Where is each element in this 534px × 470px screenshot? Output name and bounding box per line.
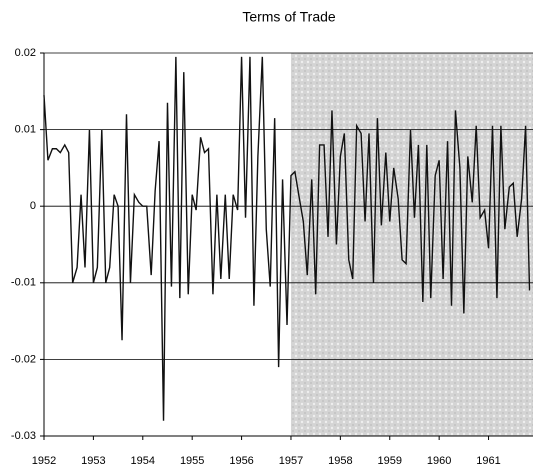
chart-title: Terms of Trade (242, 9, 336, 25)
x-tick-label: 1955 (180, 455, 204, 467)
x-tick-label: 1961 (476, 455, 500, 467)
y-tick-label: 0.02 (15, 47, 36, 59)
x-tick-label: 1954 (131, 455, 155, 467)
x-tick-label: 1960 (427, 455, 451, 467)
y-tick-label: 0 (30, 200, 36, 212)
line-series (43, 56, 531, 421)
y-tick-label: -0.03 (11, 430, 36, 442)
shade-texture (290, 53, 533, 436)
x-tick-label: 1952 (32, 455, 56, 467)
x-tick-label: 1953 (81, 455, 105, 467)
x-tick-label: 1958 (328, 455, 352, 467)
x-tick-label: 1959 (378, 455, 402, 467)
x-tick-label: 1956 (229, 455, 253, 467)
y-tick-label: -0.01 (11, 277, 36, 289)
y-tick-label: -0.02 (11, 353, 36, 365)
y-tick-label: 0.01 (15, 124, 36, 136)
x-tick-label: 1957 (279, 455, 303, 467)
